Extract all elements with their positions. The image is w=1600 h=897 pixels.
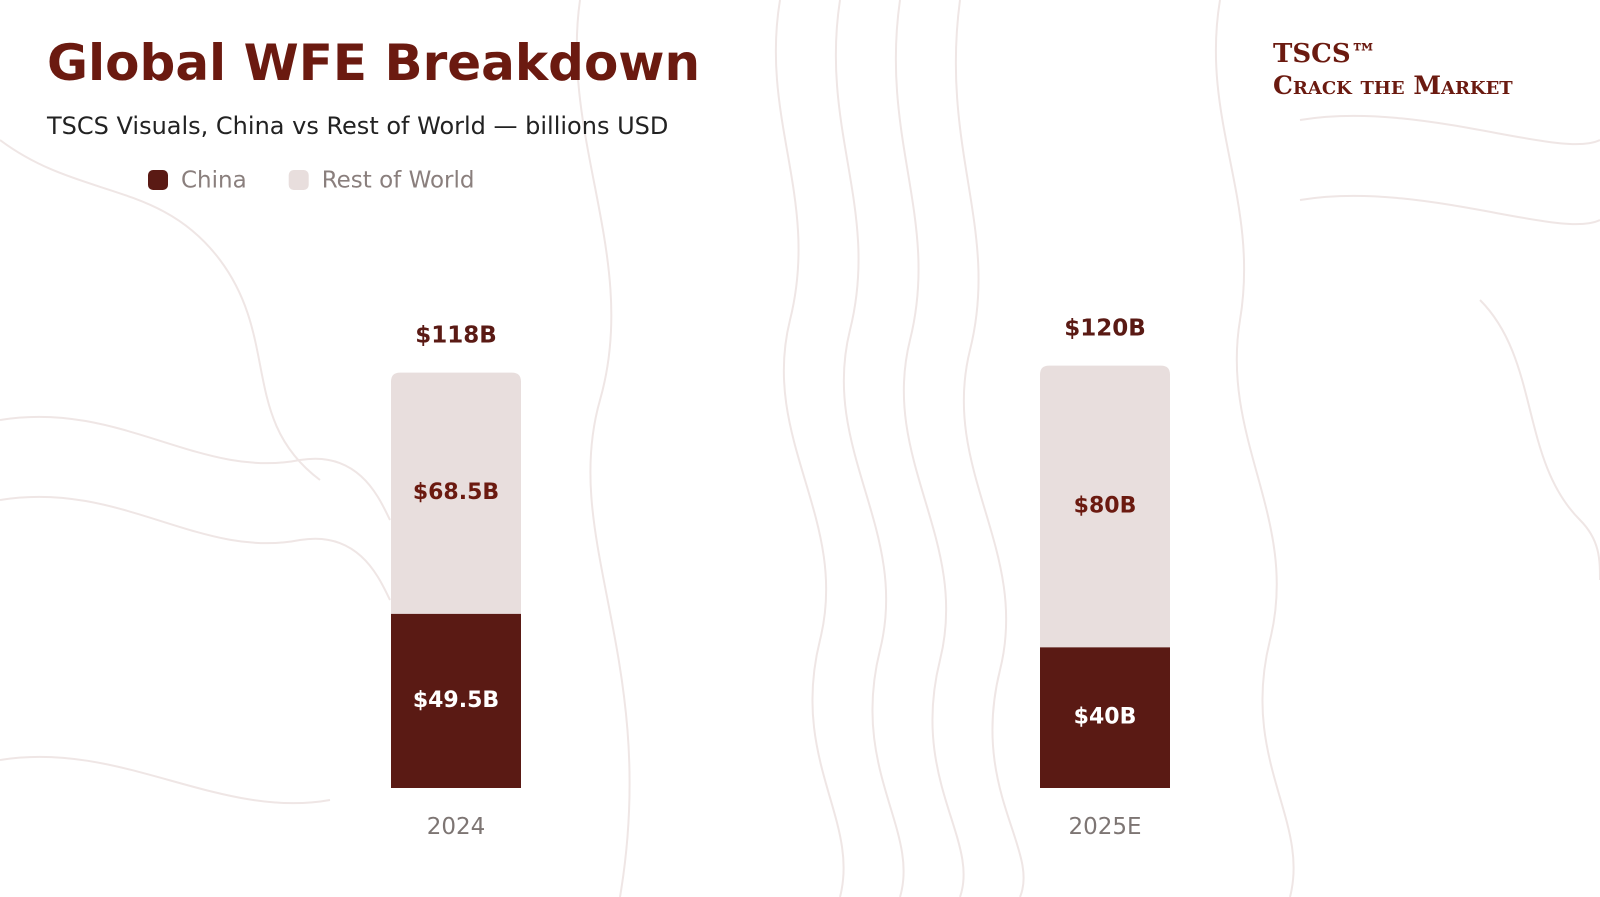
total-label: $118B	[415, 323, 497, 349]
legend-label: Rest of World	[322, 168, 475, 194]
bar-segment	[391, 613, 521, 788]
brand: TSCS™	[1273, 39, 1377, 69]
value-label: $49.5B	[413, 688, 499, 713]
value-label: $40B	[1074, 705, 1137, 730]
chart-title: Global WFE Breakdown	[47, 34, 700, 92]
x-tick-label: 2025E	[1068, 814, 1141, 840]
bar-segment	[1040, 647, 1170, 788]
total-label: $120B	[1064, 316, 1146, 342]
bar-segment	[1040, 365, 1170, 648]
value-label: $80B	[1074, 493, 1137, 518]
tagline: Crack the Market	[1273, 71, 1513, 100]
legend-label: China	[181, 168, 247, 194]
legend-swatch	[148, 170, 168, 190]
x-tick-label: 2024	[427, 814, 486, 840]
legend-swatch	[288, 170, 309, 190]
value-label: $68.5B	[413, 480, 499, 505]
bar-segment	[391, 372, 521, 614]
chart-subtitle: TSCS Visuals, China vs Rest of World — b…	[46, 112, 668, 140]
